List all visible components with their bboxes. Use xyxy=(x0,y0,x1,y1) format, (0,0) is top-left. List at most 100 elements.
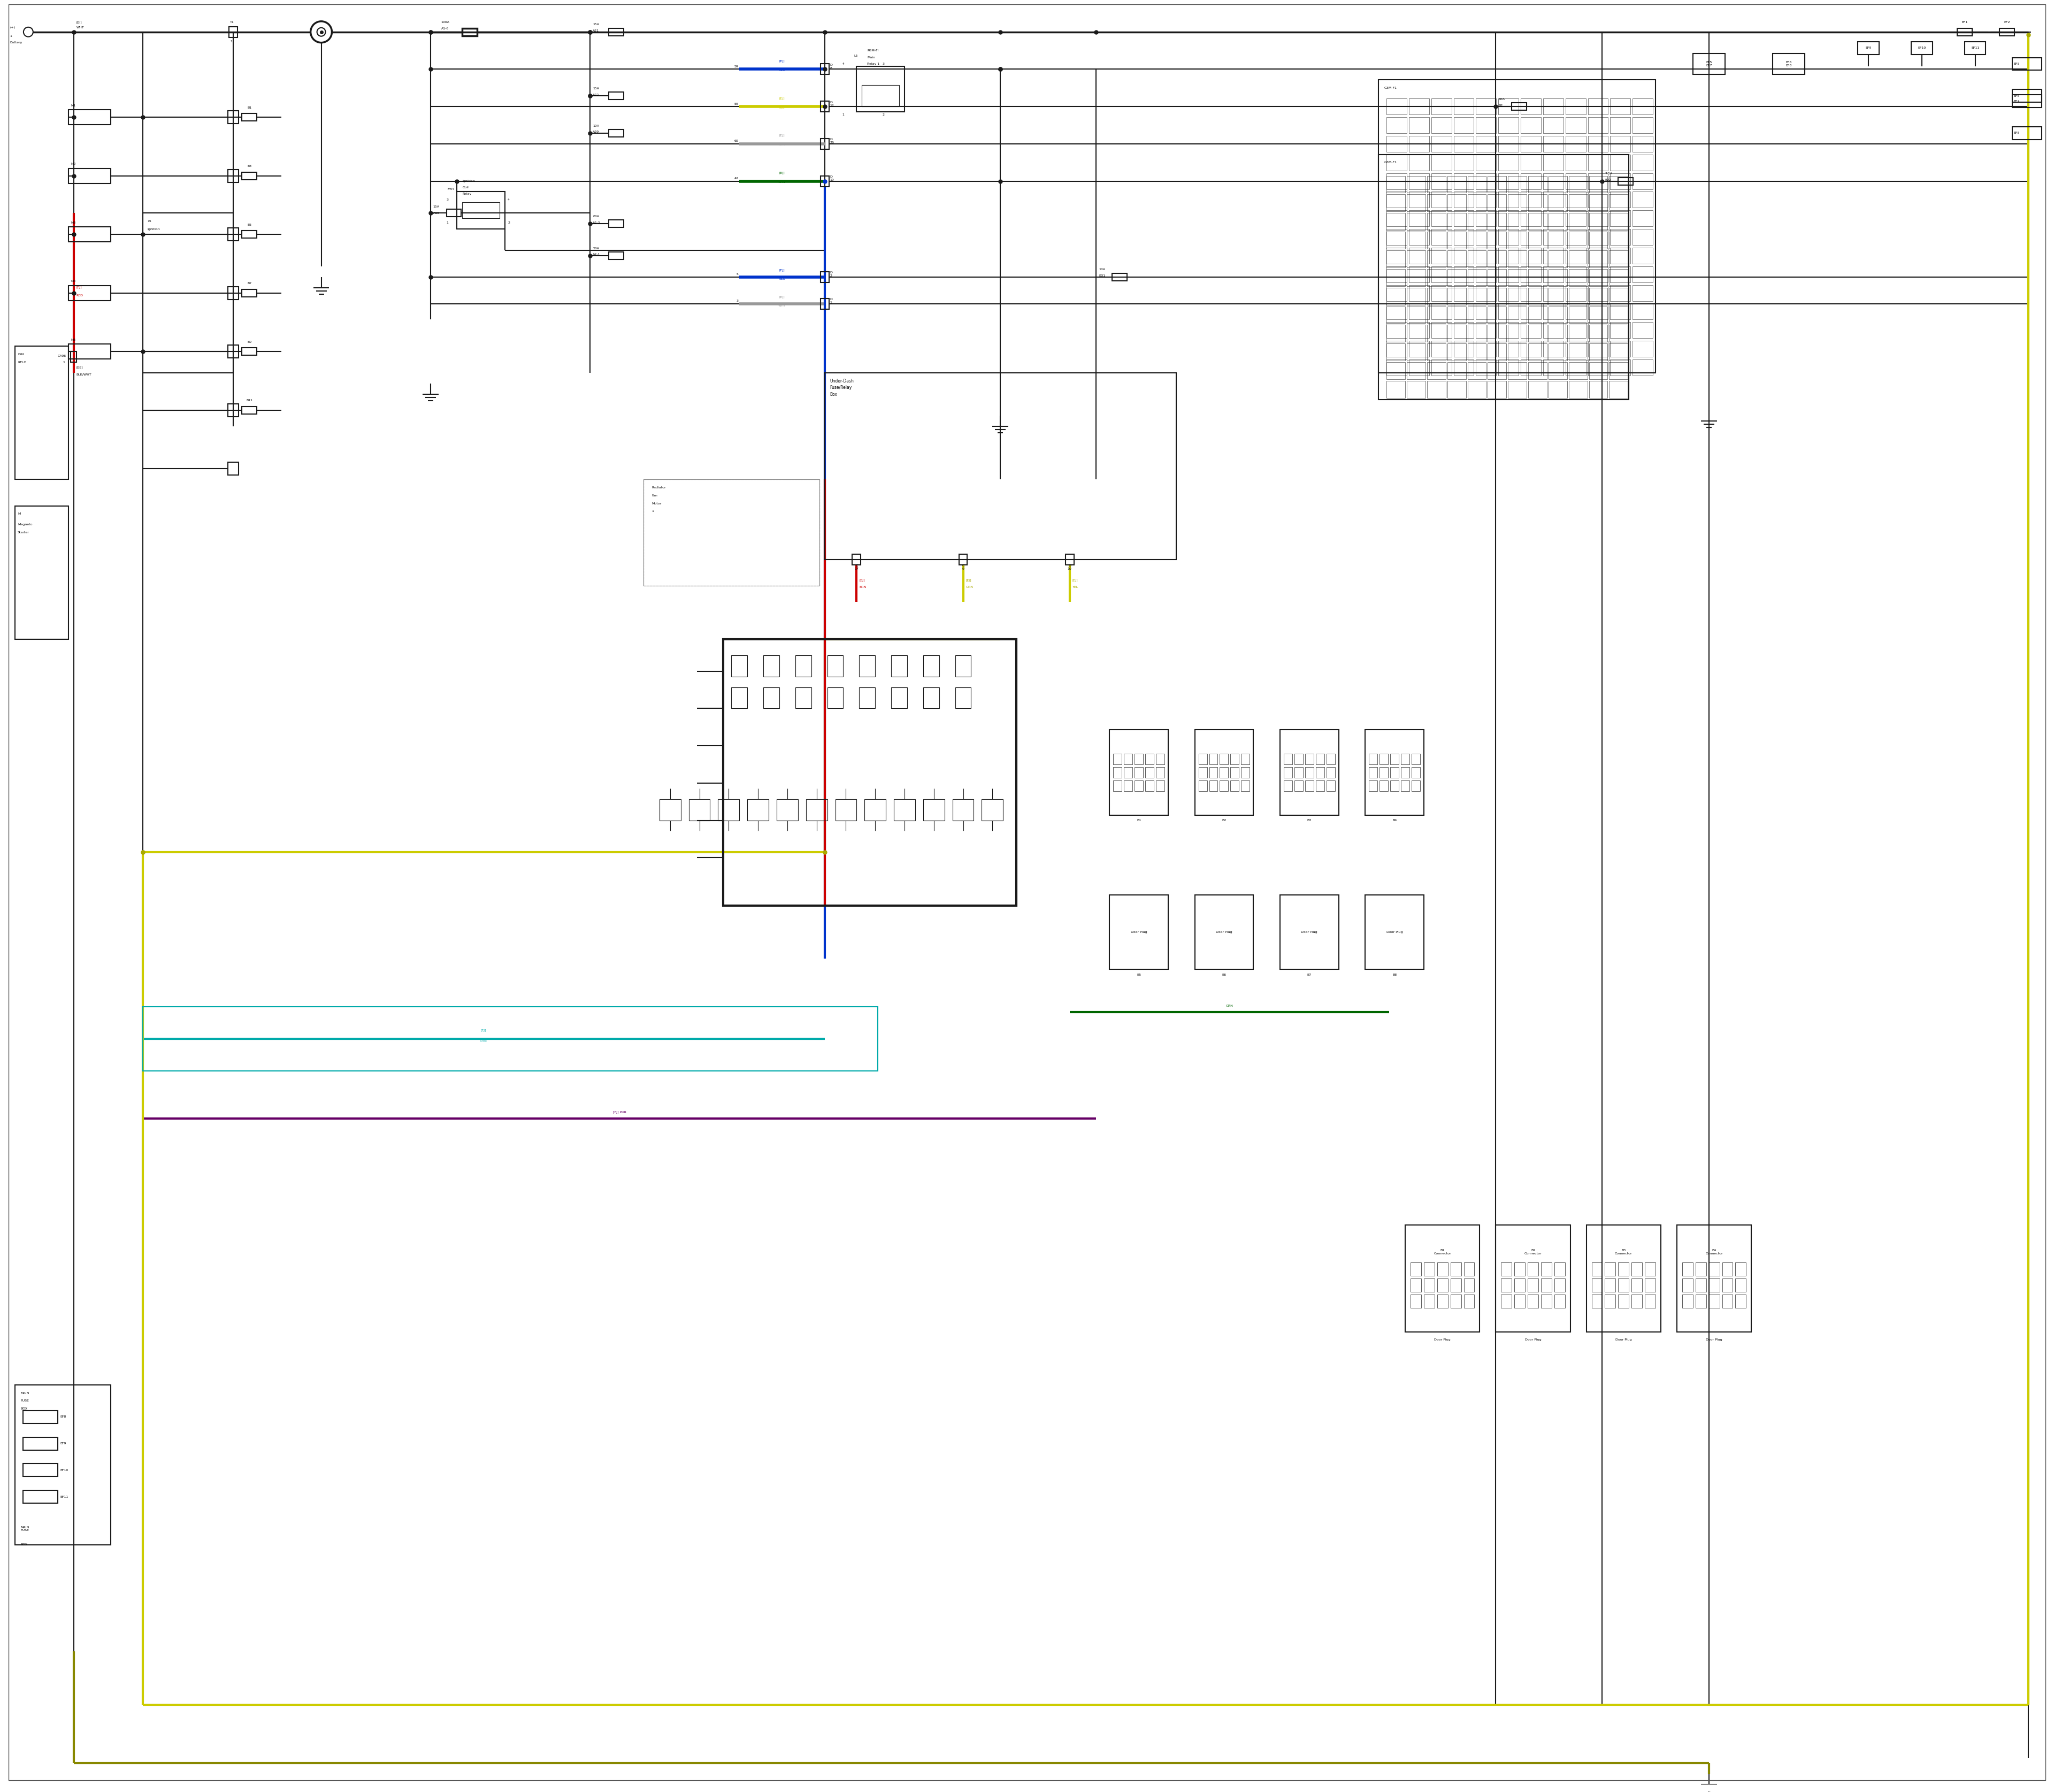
Bar xyxy=(1386,247,1407,263)
Bar xyxy=(1432,323,1452,339)
Text: [EI]: [EI] xyxy=(76,22,82,23)
Bar xyxy=(1633,303,1653,319)
Bar xyxy=(1407,289,1425,305)
Bar xyxy=(859,686,875,708)
Bar xyxy=(1467,306,1487,323)
Text: 1: 1 xyxy=(10,34,12,38)
Bar xyxy=(1386,324,1405,342)
Bar xyxy=(228,287,238,299)
Text: [EJ]: [EJ] xyxy=(778,59,785,63)
Bar xyxy=(1528,289,1547,305)
Bar xyxy=(608,220,624,228)
Bar xyxy=(1565,303,1586,319)
Bar xyxy=(2013,95,2042,108)
Bar xyxy=(1586,1226,1662,1331)
Text: D
2: D 2 xyxy=(830,271,832,278)
Bar xyxy=(1386,194,1405,211)
Text: Door Plug: Door Plug xyxy=(1130,930,1146,934)
Bar xyxy=(1487,362,1506,380)
Bar xyxy=(1569,289,1588,305)
Text: WHT: WHT xyxy=(76,27,84,29)
Bar xyxy=(1588,247,1608,263)
Bar xyxy=(1565,192,1586,208)
Bar xyxy=(1592,1294,1602,1308)
Bar xyxy=(1549,324,1567,342)
Bar xyxy=(23,1491,58,1503)
Text: EF10: EF10 xyxy=(1918,47,1927,48)
Bar xyxy=(1543,136,1563,152)
Bar xyxy=(1432,285,1452,301)
Text: B2
Connector: B2 Connector xyxy=(1524,1249,1543,1254)
Bar xyxy=(1432,267,1452,283)
Text: ORN: ORN xyxy=(965,586,974,588)
Bar xyxy=(1477,192,1495,208)
Bar xyxy=(1588,192,1608,208)
Bar xyxy=(1401,780,1409,790)
Bar xyxy=(1428,324,1446,342)
Text: D
8: D 8 xyxy=(830,65,832,70)
Bar xyxy=(1709,1294,1719,1308)
Bar xyxy=(1610,154,1631,170)
Bar xyxy=(1569,324,1588,342)
Bar xyxy=(1386,382,1405,398)
Bar xyxy=(1428,344,1446,360)
Bar xyxy=(1499,99,1518,115)
Bar xyxy=(1409,247,1430,263)
Bar xyxy=(1633,247,1653,263)
Bar xyxy=(1610,174,1631,190)
Text: 7.5A: 7.5A xyxy=(1604,172,1612,176)
Bar xyxy=(242,231,257,238)
Bar xyxy=(1407,269,1425,287)
Bar xyxy=(2001,29,2015,36)
Text: B1
Connector: B1 Connector xyxy=(1434,1249,1452,1254)
Bar xyxy=(1230,767,1239,778)
Bar xyxy=(1448,194,1467,211)
Bar xyxy=(1633,154,1653,170)
Text: D
19: D 19 xyxy=(830,176,834,181)
Bar xyxy=(1448,176,1467,194)
Bar xyxy=(1508,324,1526,342)
Bar xyxy=(723,640,1017,905)
Bar xyxy=(1610,360,1631,376)
Text: 100A: 100A xyxy=(442,22,450,23)
Bar xyxy=(1366,894,1423,969)
Bar xyxy=(1495,1226,1571,1331)
Text: BLU: BLU xyxy=(778,278,785,281)
Bar xyxy=(1508,251,1526,267)
Bar xyxy=(1409,229,1430,246)
Bar xyxy=(1409,303,1430,319)
Bar xyxy=(1409,192,1430,208)
Bar xyxy=(1386,176,1405,194)
Bar xyxy=(14,346,68,480)
Bar xyxy=(1721,1262,1734,1276)
Bar xyxy=(1528,1294,1538,1308)
Text: B3: B3 xyxy=(1306,819,1313,823)
Bar xyxy=(70,351,76,362)
Text: 3: 3 xyxy=(735,299,737,303)
Bar xyxy=(1454,174,1475,190)
Bar xyxy=(1124,780,1132,790)
Bar xyxy=(1520,229,1540,246)
Text: M: M xyxy=(18,513,21,516)
Bar xyxy=(2013,57,2042,70)
Bar xyxy=(1555,1278,1565,1292)
Bar xyxy=(1428,306,1446,323)
Bar xyxy=(1514,1262,1524,1276)
Bar xyxy=(1477,174,1495,190)
Bar xyxy=(1520,154,1540,170)
Text: 3: 3 xyxy=(881,63,885,65)
Text: B2: B2 xyxy=(1499,104,1504,108)
Bar xyxy=(1454,192,1475,208)
Bar xyxy=(1549,306,1567,323)
Bar xyxy=(1409,285,1430,301)
Bar xyxy=(1528,344,1547,360)
Text: EF5: EF5 xyxy=(2013,63,2019,65)
Bar xyxy=(1499,210,1518,226)
Bar xyxy=(1487,213,1506,229)
Text: Door Plug: Door Plug xyxy=(1386,930,1403,934)
Bar xyxy=(1428,269,1446,287)
Text: Fuse/Relay: Fuse/Relay xyxy=(830,385,852,391)
Text: EF8: EF8 xyxy=(2013,133,2019,134)
Bar xyxy=(1543,360,1563,376)
Bar xyxy=(1520,210,1540,226)
